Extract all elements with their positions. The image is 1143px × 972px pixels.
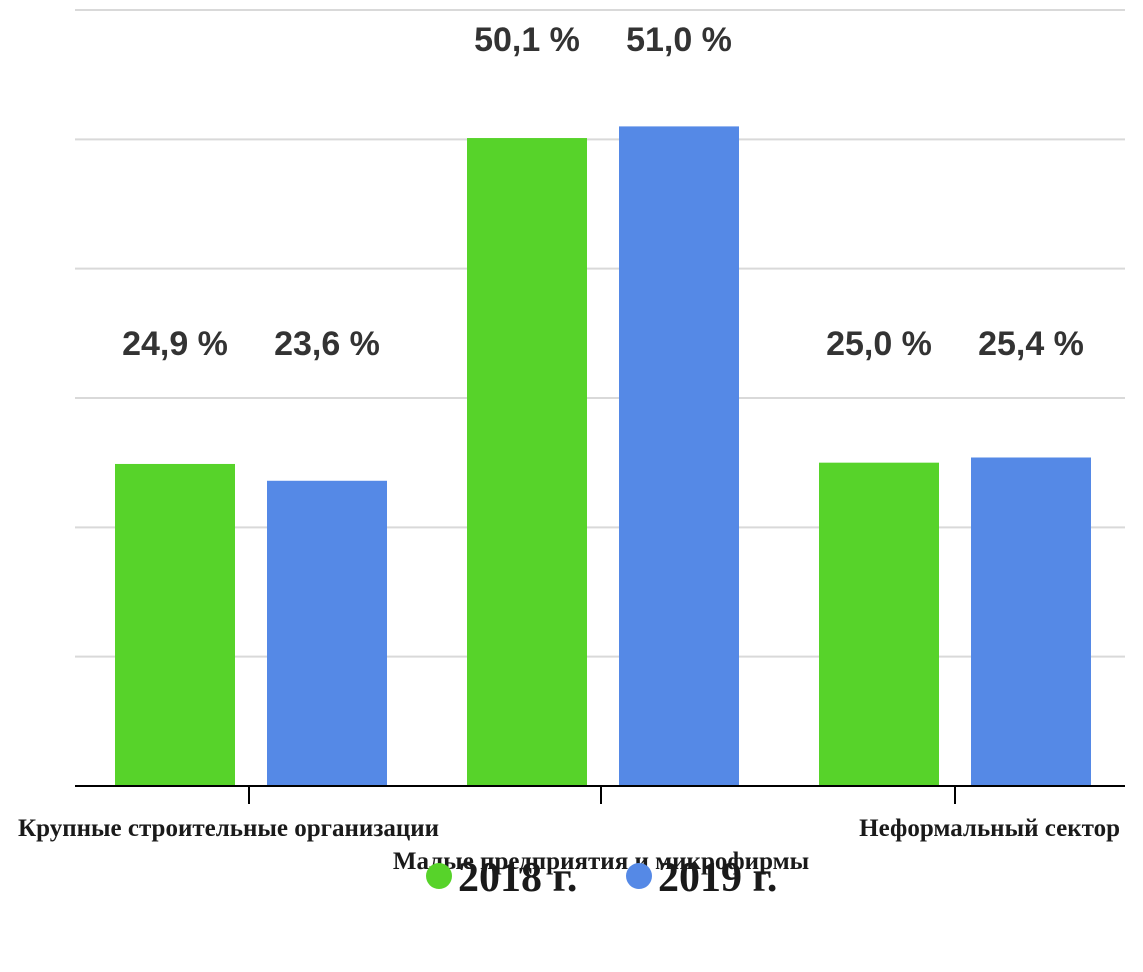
data-label-2019-category-1: 51,0 % [626, 21, 732, 59]
data-label-2018-category-0: 24,9 % [122, 325, 228, 363]
data-label-2019-category-2: 25,4 % [978, 325, 1084, 363]
bar-2019-category-0 [267, 480, 387, 786]
data-label-2018-category-2: 25,0 % [826, 325, 932, 363]
x-axis-ticks [248, 786, 956, 804]
legend-marker-2019 [626, 863, 652, 889]
legend-label-2018: 2018 г. [458, 855, 577, 901]
category-label-large-organizations: Крупные строительные организации [18, 815, 439, 842]
gridlines [75, 9, 1125, 658]
bar-2018-category-0 [115, 463, 235, 786]
data-labels: 24,9 % 23,6 % 50,1 % 51,0 % 25,0 % 25,4 % [122, 21, 1084, 363]
legend-marker-2018 [426, 863, 452, 889]
category-label-informal-sector: Неформальный сектор [859, 815, 1120, 842]
legend: 2018 г. 2019 г. [426, 855, 777, 901]
bar-2019-category-2 [971, 457, 1091, 786]
bar-2019-category-1 [619, 126, 739, 786]
bar-2018-category-2 [819, 462, 939, 786]
data-label-2018-category-1: 50,1 % [474, 21, 580, 59]
category-label-small-enterprises: Малые предприятия и микрофирмы [393, 848, 809, 875]
data-label-2019-category-0: 23,6 % [274, 325, 380, 363]
bars [115, 126, 1091, 787]
bar-2018-category-1 [467, 138, 587, 787]
legend-label-2019: 2019 г. [658, 855, 777, 901]
